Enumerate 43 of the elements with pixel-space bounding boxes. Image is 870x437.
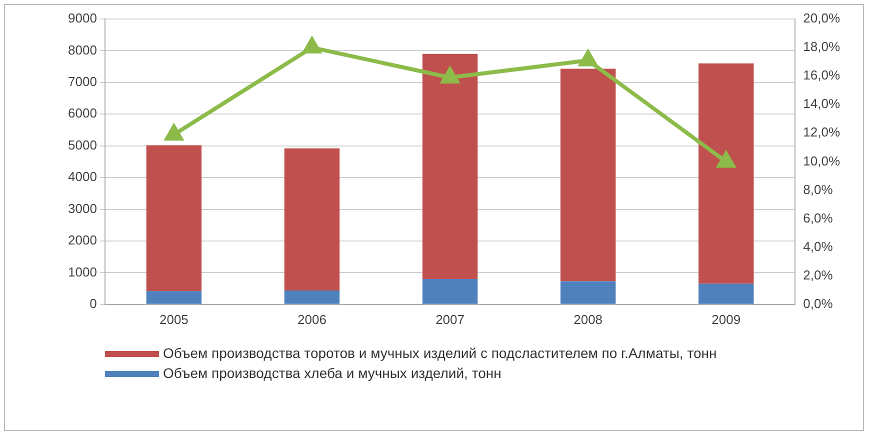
bar (698, 63, 754, 284)
bar (560, 68, 616, 282)
bar (422, 279, 478, 304)
bar (146, 145, 202, 292)
x-tick-label: 2005 (159, 312, 188, 327)
x-tick-label: 2008 (574, 312, 603, 327)
y2-tick-label: 4,0% (803, 238, 834, 254)
bar (422, 54, 478, 280)
x-tick-label: 2009 (712, 312, 741, 327)
bar (146, 291, 202, 304)
point (717, 152, 736, 168)
y-tick-label: 5000 (68, 137, 97, 152)
y-tick-label: 1000 (68, 264, 97, 280)
y2-tick-label: 20,0% (803, 10, 840, 26)
y-tick-label: 0 (90, 296, 97, 311)
y2-tick-label: 6,0% (803, 210, 834, 226)
y2-tick-label: 18,0% (803, 39, 840, 54)
y-tick-label: 7000 (68, 74, 97, 89)
bar (284, 290, 340, 304)
point (165, 124, 183, 141)
x-tick-label: 2007 (436, 312, 464, 327)
y-tick-label: 4000 (68, 169, 97, 184)
legend-label: Объем производства хлеба и мучных изделий, тонн (163, 365, 502, 381)
y2-tick-label: 14,0% (803, 96, 840, 112)
y-tick-label: 2000 (68, 232, 97, 248)
bar (698, 284, 754, 304)
legend-label: Объем производства торотов и мучных изделий с подсластителем по г.Алматы, тонн (163, 345, 717, 361)
bar (560, 281, 616, 304)
y-tick-label: 3000 (68, 200, 97, 216)
y2-tick-label: 0,0% (803, 296, 834, 311)
bar (284, 148, 340, 290)
x-tick-label: 2006 (298, 312, 326, 327)
y2-tick-label: 12,0% (803, 124, 840, 140)
point (441, 68, 459, 84)
point (303, 38, 321, 54)
y-tick-label: 8000 (68, 42, 97, 58)
y-tick-label: 6000 (68, 106, 97, 121)
y2-tick-label: 10,0% (803, 153, 840, 168)
y2-tick-label: 16,0% (803, 68, 840, 83)
y2-tick-label: 8,0% (803, 182, 834, 197)
y2-tick-label: 2,0% (803, 267, 834, 282)
point (579, 50, 597, 66)
y-tick-label: 9000 (68, 10, 97, 26)
